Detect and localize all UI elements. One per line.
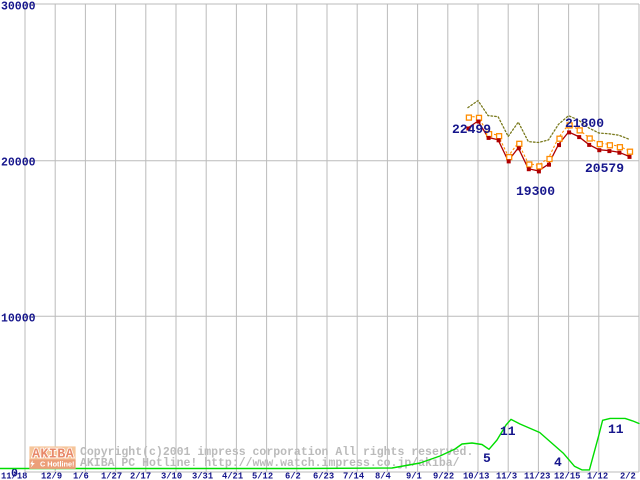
svg-text:8/4: 8/4	[375, 471, 392, 480]
svg-text:19300: 19300	[516, 184, 555, 199]
svg-text:22499: 22499	[452, 122, 491, 137]
svg-text:4: 4	[554, 455, 562, 470]
svg-text:5/12: 5/12	[252, 471, 273, 480]
svg-text:20579: 20579	[585, 161, 624, 176]
svg-text:10000: 10000	[1, 313, 36, 326]
svg-text:12/15: 12/15	[554, 471, 580, 480]
svg-text:20000: 20000	[1, 157, 36, 170]
svg-text:3/10: 3/10	[161, 471, 182, 480]
svg-text:11/3: 11/3	[496, 471, 517, 480]
svg-text:12/9: 12/9	[41, 471, 62, 480]
svg-text:9/22: 9/22	[433, 471, 454, 480]
svg-text:1/12: 1/12	[587, 471, 608, 480]
svg-text:21800: 21800	[565, 116, 604, 131]
svg-text:10/13: 10/13	[463, 471, 489, 480]
svg-text:6/2: 6/2	[285, 471, 301, 480]
svg-text:11: 11	[608, 422, 624, 437]
svg-text:11/18: 11/18	[1, 471, 27, 480]
svg-text:9/1: 9/1	[406, 471, 422, 480]
svg-text:3/31: 3/31	[192, 471, 213, 480]
svg-text:1/6: 1/6	[73, 471, 89, 480]
svg-text:5: 5	[483, 451, 491, 466]
svg-text:7/14: 7/14	[343, 471, 365, 480]
svg-text:11: 11	[500, 424, 516, 439]
svg-text:11/23: 11/23	[524, 471, 550, 480]
svg-text:6/23: 6/23	[313, 471, 334, 480]
svg-text:C Hotline!: C Hotline!	[40, 460, 74, 469]
svg-text:4/21: 4/21	[222, 471, 243, 480]
svg-text:2/2: 2/2	[620, 471, 636, 480]
svg-text:2/17: 2/17	[130, 471, 151, 480]
svg-text:1/27: 1/27	[101, 471, 122, 480]
svg-text:30000: 30000	[1, 1, 36, 14]
